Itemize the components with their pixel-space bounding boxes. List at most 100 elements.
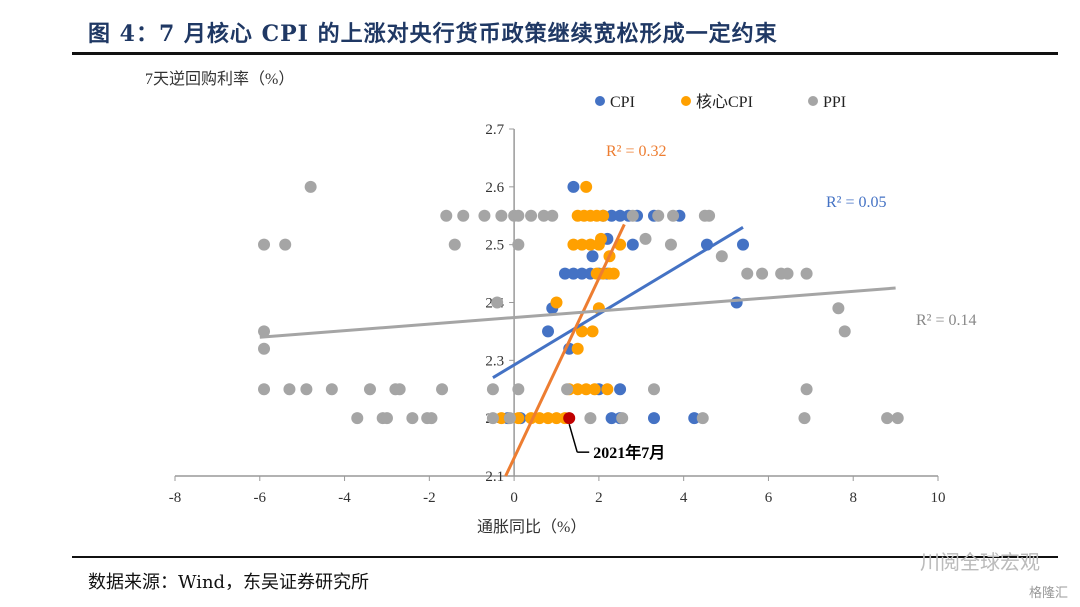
ppi-point [652,209,665,222]
ppi-point [457,209,470,222]
ppi-point [258,325,271,338]
ppi-point [283,383,296,396]
figure-title: 图 4：7 月核心 CPI 的上涨对央行货币政策继续宽松形成一定约束 [88,21,778,47]
ppi-point [436,383,449,396]
ppi-point [393,383,406,396]
core-cpi-point [550,412,563,425]
core-cpi-trendline [504,223,626,477]
ppi-point [380,412,393,425]
highlight-point [563,412,576,425]
legend-marker-2 [808,96,818,106]
ppi-point [639,232,652,245]
x-tick-label: 8 [849,490,857,506]
cpi-point [688,412,701,425]
cpi-point [647,412,660,425]
ppi-point [561,383,574,396]
ppi-point [664,238,677,251]
ppi-point [584,412,597,425]
ppi-point [425,412,438,425]
legend-marker-1 [681,96,691,106]
core-cpi-point [533,412,546,425]
core-cpi-point [550,296,563,309]
x-tick-label: 0 [510,490,518,506]
core-cpi-point [495,412,508,425]
cpi-point [626,238,639,251]
ppi-r2-label: R² = 0.14 [916,312,977,329]
core-cpi-point [575,325,588,338]
core-cpi-point [542,412,555,425]
cpi-point [542,325,555,338]
legend-label: PPI [823,94,846,111]
y-axis-label: 7天逆回购利率（%） [145,70,294,88]
ppi-point [448,238,461,251]
core-cpi-point [597,209,610,222]
cpi-point [567,267,580,280]
ppi-point [696,412,709,425]
cpi-point [737,238,750,251]
x-tick-label: -2 [423,490,436,506]
ppi-point [406,412,419,425]
cpi-point [605,209,618,222]
ppi-point [715,250,728,263]
top-rule [72,52,1058,55]
ppi-point [741,267,754,280]
y-tick-label: 2.3 [485,353,504,369]
ppi-point [279,238,292,251]
core-cpi-point [571,383,584,396]
cpi-point [575,267,588,280]
ppi-point [703,209,716,222]
ppi-point [881,412,894,425]
x-tick-label: -4 [338,490,351,506]
x-axis-label: 通胀同比（%） [477,518,586,536]
ppi-point [647,383,660,396]
ppi-point [616,412,629,425]
core-cpi-point [580,383,593,396]
core-cpi-point [584,238,597,251]
ppi-point [258,383,271,396]
legend-marker-0 [595,96,605,106]
core-cpi-point [571,342,584,355]
x-tick-label: 10 [931,490,946,506]
legend-label: 核心CPI [696,93,753,111]
ppi-point [626,209,639,222]
cpi-point [605,412,618,425]
ppi-point [258,342,271,355]
ppi-point [800,267,813,280]
ppi-point [800,383,813,396]
cpi-point [558,267,571,280]
ppi-point [495,209,508,222]
watermark-logo: 格隆汇 [1028,586,1068,601]
ppi-point [798,412,811,425]
y-tick-label: 2.6 [485,180,504,196]
y-tick-label: 2.7 [485,122,504,138]
ppi-point [325,383,338,396]
source-note: 数据来源：Wind，东吴证券研究所 [88,572,370,593]
core-cpi-point [567,238,580,251]
ppi-point [512,209,525,222]
y-tick-label: 2.5 [485,238,504,254]
ppi-point [503,412,516,425]
cpi-trendline [492,226,744,379]
ppi-point [491,296,504,309]
ppi-point [363,383,376,396]
cpi-point [730,296,743,309]
core-cpi-point [588,383,601,396]
y-tick-label: 2.1 [485,469,504,485]
ppi-point [525,209,538,222]
core-cpi-point [601,383,614,396]
core-cpi-point [575,238,588,251]
legend-label: CPI [610,94,635,111]
ppi-point [512,383,525,396]
cpi-point [614,209,627,222]
cpi-point [614,383,627,396]
ppi-point [667,209,680,222]
core-cpi-point [580,180,593,193]
bottom-rule [72,556,1058,558]
ppi-point [478,209,491,222]
core-cpi-point [586,325,599,338]
ppi-point [486,383,499,396]
ppi-point [258,238,271,251]
annotation-leader [568,423,578,453]
x-tick-label: 4 [680,490,688,506]
